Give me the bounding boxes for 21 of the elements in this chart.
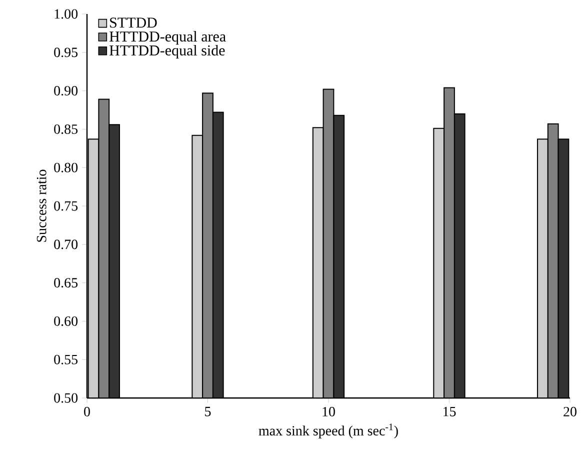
legend-label: HTTDD-equal side (110, 44, 225, 59)
y-tick-label: 0.95 (54, 48, 78, 58)
x-axis-title: max sink speed (m sec$^{-1}$) (258, 424, 398, 438)
y-tick-label: 0.70 (54, 240, 78, 250)
x-tick-label: 0 (84, 406, 90, 416)
y-tick-label: 0.90 (54, 86, 78, 96)
x-tick-label: 10 (322, 406, 335, 416)
y-tick-label: 0.75 (54, 201, 78, 211)
legend-label: HTTDD-equal area (110, 31, 226, 45)
y-tick-label: 1.00 (54, 9, 78, 19)
y-tick-label: 0.65 (54, 278, 78, 288)
y-tick-label: 0.50 (54, 393, 78, 403)
x-tick-label: 15 (443, 406, 456, 416)
y-tick-label: 0.55 (54, 354, 78, 364)
y-tick-label: 0.80 (54, 162, 78, 172)
y-tick-label: 0.85 (54, 124, 78, 134)
legend-label: STTDD (110, 18, 157, 28)
y-axis-title: Success ratio (36, 170, 46, 242)
y-tick-label: 0.60 (54, 316, 78, 326)
x-tick-label: 20 (564, 406, 576, 416)
x-tick-label: 5 (205, 406, 211, 416)
